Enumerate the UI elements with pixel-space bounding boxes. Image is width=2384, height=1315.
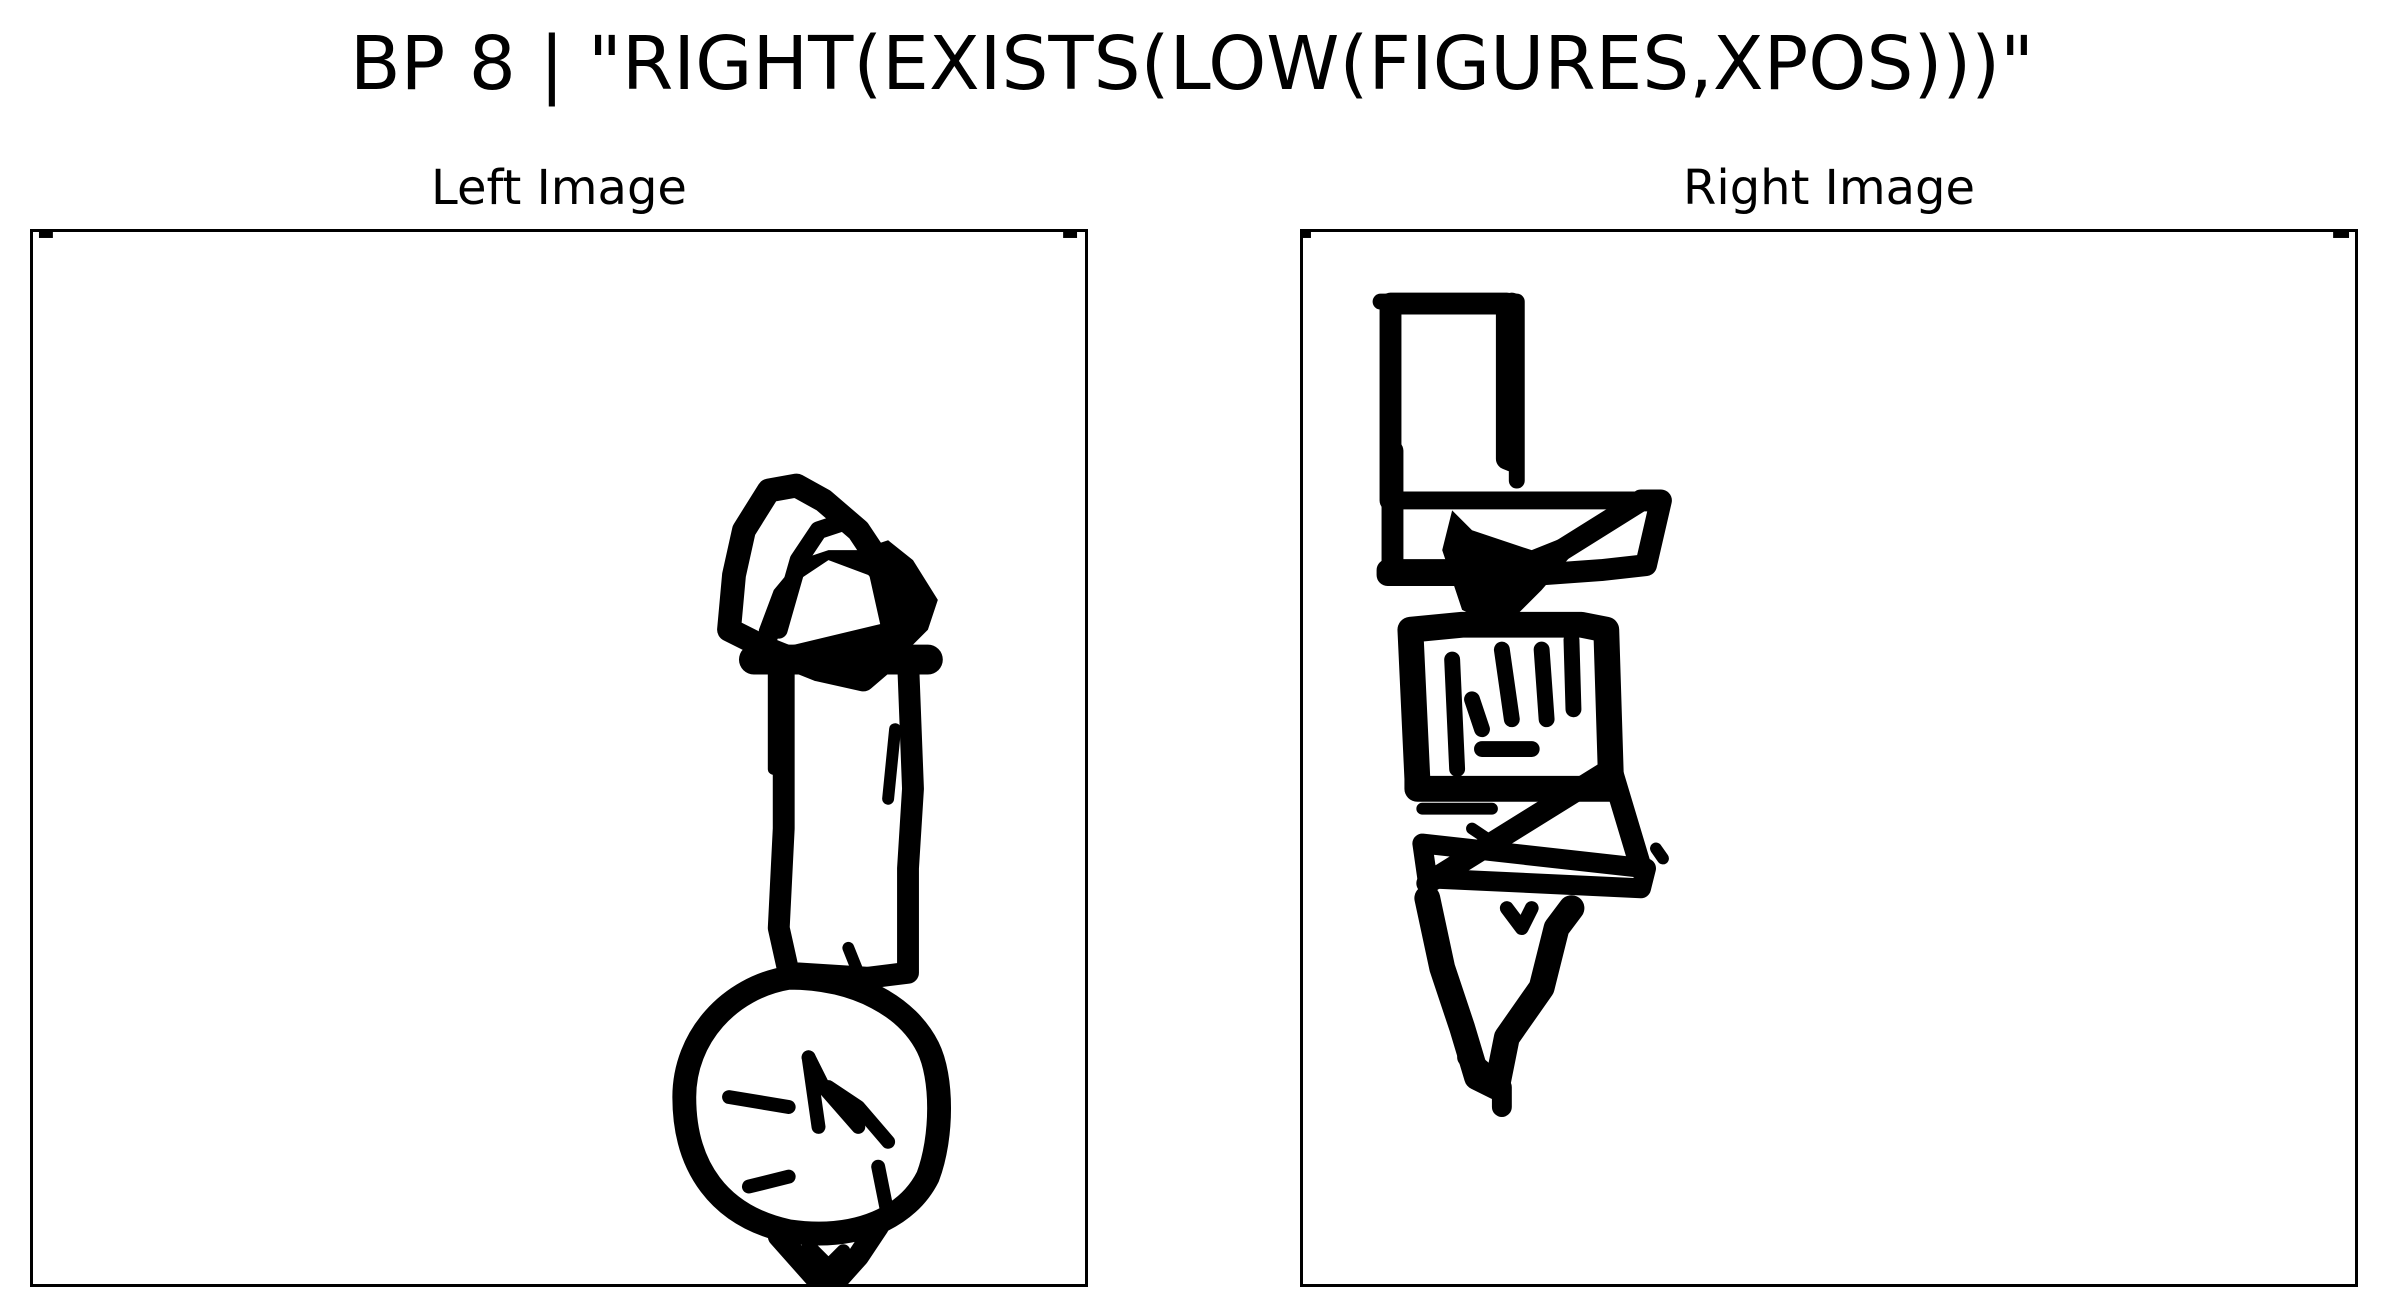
- lower-bar: [1412, 833, 1656, 899]
- filled-core: [1442, 510, 1602, 630]
- left-panel-title: Left Image: [431, 160, 687, 216]
- corner-mark: [1063, 232, 1078, 238]
- body-rectangle: [767, 643, 924, 989]
- bottom-point: [767, 1215, 890, 1284]
- bottom-tip: [1457, 1047, 1512, 1117]
- corner-mark: [1303, 232, 1311, 238]
- corner-mark: [38, 232, 53, 238]
- bottom-point-inner: [801, 1239, 851, 1274]
- left-figure-drawing: [38, 232, 1078, 1284]
- right-figure-drawing: [1303, 232, 2350, 1117]
- bottom-point: [1414, 885, 1585, 1101]
- circle-inner-lines: [722, 1050, 896, 1224]
- top-rectangle-outline: [1372, 293, 1525, 489]
- middle-box-inner: [1444, 631, 1582, 777]
- left-image-panel: [30, 229, 1088, 1287]
- top-rectangle: [1379, 292, 1523, 512]
- right-panel-title: Right Image: [1683, 160, 1975, 216]
- body-noise: [767, 668, 902, 979]
- filled-joint: [758, 540, 938, 670]
- bottom-circle: [672, 965, 952, 1246]
- bottom-point-notch: [1499, 901, 1539, 935]
- figure-title: BP 8 | "RIGHT(EXISTS(LOW(FIGURES,XPOS)))…: [349, 21, 2035, 107]
- corner-mark: [2333, 232, 2350, 238]
- middle-box: [1397, 611, 1625, 802]
- circle-diagonal: [801, 1050, 866, 1134]
- right-image-panel: [1300, 229, 2358, 1287]
- lower-noise: [1416, 802, 1669, 865]
- lower-triangle: [1416, 758, 1653, 895]
